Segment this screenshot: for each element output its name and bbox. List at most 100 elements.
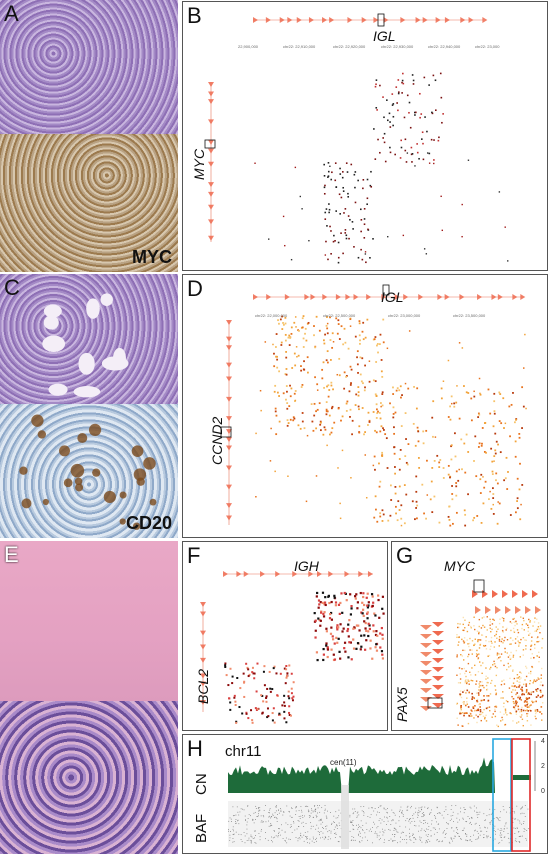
- baf-point: [413, 842, 415, 843]
- baf-point: [356, 812, 358, 814]
- contact-point: [478, 625, 480, 628]
- fat-vacuole: [101, 356, 129, 371]
- contact-point: [530, 693, 532, 696]
- baf-point: [296, 828, 298, 830]
- contact-point: [347, 195, 350, 198]
- cd20-positive-cell: [131, 445, 144, 457]
- baf-point: [354, 808, 356, 810]
- contact-point: [525, 688, 528, 691]
- contact-point: [478, 377, 481, 380]
- contact-point: [369, 256, 371, 259]
- gene-arrow: [505, 606, 511, 614]
- contact-point: [360, 645, 363, 648]
- gene-arrow: [415, 17, 421, 23]
- contact-point: [473, 390, 475, 393]
- baf-point: [394, 814, 396, 816]
- baf-point: [423, 815, 425, 816]
- gene-arrow: [200, 700, 206, 706]
- baf-point: [469, 818, 470, 820]
- contact-point: [397, 500, 400, 503]
- contact-point: [358, 629, 361, 632]
- baf-point: [314, 809, 316, 811]
- contact-point: [493, 660, 495, 663]
- contact-point: [370, 186, 373, 188]
- contact-point: [504, 226, 506, 228]
- contact-point: [423, 76, 426, 79]
- contact-point: [522, 405, 525, 408]
- contact-point: [528, 634, 530, 636]
- contact-point: [295, 326, 297, 328]
- baf-point: [477, 816, 479, 818]
- contact-point: [286, 390, 288, 393]
- contact-point: [484, 644, 487, 647]
- gene-arrow: [226, 515, 232, 521]
- baf-point: [514, 832, 516, 834]
- baf-point: [517, 819, 519, 821]
- cd20-positive-cell: [92, 468, 101, 477]
- baf-point: [308, 815, 310, 816]
- baf-point: [459, 836, 460, 837]
- baf-point: [295, 837, 297, 838]
- contact-point: [425, 253, 428, 255]
- contact-point: [478, 683, 480, 685]
- contact-point: [438, 521, 441, 524]
- baf-point: [305, 836, 306, 837]
- contact-point: [521, 686, 523, 689]
- baf-point: [272, 815, 274, 816]
- baf-point: [474, 830, 475, 832]
- contact-point: [336, 641, 339, 644]
- contact-point: [516, 500, 518, 502]
- contact-point: [518, 644, 520, 646]
- baf-point: [458, 835, 460, 837]
- baf-point: [306, 837, 308, 839]
- contact-point: [470, 674, 472, 676]
- contact-point: [373, 516, 376, 519]
- contact-point: [498, 645, 500, 647]
- contact-point: [342, 190, 345, 192]
- contact-point: [493, 619, 495, 621]
- baf-point: [519, 841, 521, 843]
- contact-point: [335, 210, 337, 212]
- contact-point: [337, 637, 340, 640]
- baf-point: [489, 822, 491, 824]
- baf-point: [300, 834, 301, 836]
- baf-point: [255, 835, 257, 836]
- contact-point: [283, 667, 286, 670]
- baf-point: [359, 841, 361, 843]
- contact-point: [382, 318, 385, 321]
- contact-point: [515, 620, 517, 623]
- contact-point: [366, 611, 369, 614]
- baf-point: [313, 816, 315, 818]
- baf-point: [356, 817, 358, 818]
- baf-point: [460, 807, 462, 809]
- baf-point: [252, 818, 254, 820]
- contact-point: [515, 700, 517, 702]
- contact-point: [466, 689, 469, 692]
- baf-point: [425, 831, 426, 832]
- contact-point: [358, 320, 361, 323]
- gene-arrow: [275, 571, 281, 577]
- baf-point: [336, 828, 338, 829]
- top-tick-b-4: chr22: 22,930,000: [381, 44, 414, 49]
- baf-point: [406, 818, 408, 819]
- baf-point: [434, 814, 435, 816]
- contact-point: [347, 347, 350, 350]
- contact-point: [488, 498, 490, 501]
- contact-point: [331, 332, 334, 335]
- contact-point: [327, 170, 330, 173]
- cd20-positive-cell: [77, 432, 88, 443]
- baf-point: [320, 819, 321, 821]
- contact-point: [260, 694, 263, 697]
- baf-point: [417, 811, 419, 813]
- contact-point: [323, 339, 325, 342]
- contact-point: [265, 696, 268, 699]
- baf-point: [448, 823, 449, 825]
- contact-point: [365, 596, 368, 599]
- baf-point: [272, 837, 274, 839]
- contact-point: [330, 648, 333, 651]
- contact-point: [374, 614, 377, 617]
- contact-point: [394, 472, 396, 475]
- contact-point: [292, 695, 295, 698]
- baf-point: [251, 840, 252, 842]
- contact-point: [274, 384, 277, 387]
